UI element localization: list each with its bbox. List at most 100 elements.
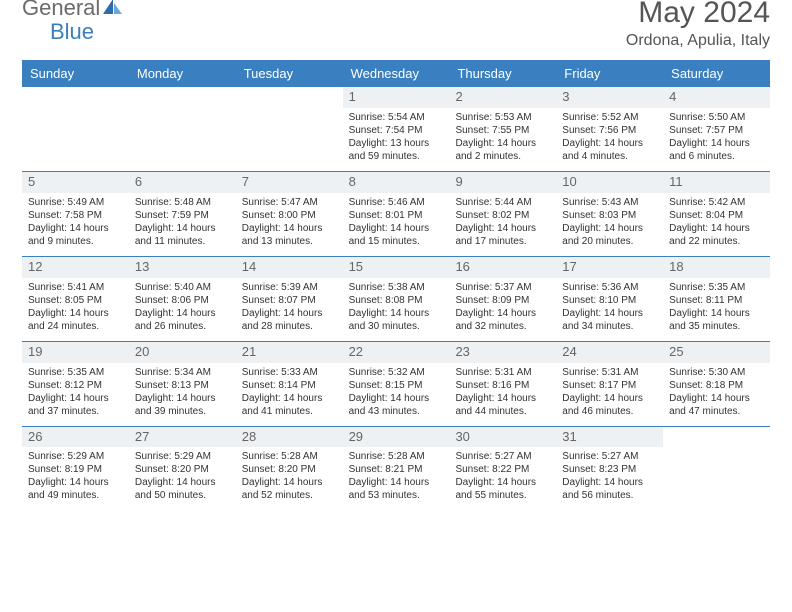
day-number: 8 xyxy=(343,172,450,193)
sunset-text: Sunset: 8:22 PM xyxy=(455,463,550,476)
day-number: 30 xyxy=(449,427,556,448)
sunrise-text: Sunrise: 5:43 AM xyxy=(562,196,657,209)
sunset-text: Sunset: 7:55 PM xyxy=(455,124,550,137)
day-cell: 19Sunrise: 5:35 AMSunset: 8:12 PMDayligh… xyxy=(22,342,129,426)
day-number: 22 xyxy=(343,342,450,363)
sunrise-text: Sunrise: 5:47 AM xyxy=(242,196,337,209)
sunset-text: Sunset: 8:07 PM xyxy=(242,294,337,307)
day-cell xyxy=(236,87,343,171)
sunset-text: Sunset: 8:06 PM xyxy=(135,294,230,307)
day-number: 14 xyxy=(236,257,343,278)
daylight-text: Daylight: 14 hours and 52 minutes. xyxy=(242,476,337,502)
daylight-text: Daylight: 13 hours and 59 minutes. xyxy=(349,137,444,163)
day-cell: 9Sunrise: 5:44 AMSunset: 8:02 PMDaylight… xyxy=(449,172,556,256)
day-number: 27 xyxy=(129,427,236,448)
sunset-text: Sunset: 8:21 PM xyxy=(349,463,444,476)
sunset-text: Sunset: 8:02 PM xyxy=(455,209,550,222)
sunrise-text: Sunrise: 5:35 AM xyxy=(669,281,764,294)
daylight-text: Daylight: 14 hours and 46 minutes. xyxy=(562,392,657,418)
sunset-text: Sunset: 7:57 PM xyxy=(669,124,764,137)
sunset-text: Sunset: 8:05 PM xyxy=(28,294,123,307)
day-number: 2 xyxy=(449,87,556,108)
day-number: 21 xyxy=(236,342,343,363)
day-cell: 1Sunrise: 5:54 AMSunset: 7:54 PMDaylight… xyxy=(343,87,450,171)
day-number: 10 xyxy=(556,172,663,193)
day-number: 23 xyxy=(449,342,556,363)
sunrise-text: Sunrise: 5:36 AM xyxy=(562,281,657,294)
sunrise-text: Sunrise: 5:46 AM xyxy=(349,196,444,209)
day-cell: 23 Sunrise: 5:31 AMSunset: 8:16 PMDayligh… xyxy=(449,342,556,426)
page-title: May 2024 xyxy=(626,0,770,30)
week-row: 5Sunrise: 5:49 AMSunset: 7:58 PMDaylight… xyxy=(22,171,770,256)
location-subtitle: Ordona, Apulia, Italy xyxy=(626,32,770,50)
daylight-text: Daylight: 14 hours and 43 minutes. xyxy=(349,392,444,418)
day-number: 20 xyxy=(129,342,236,363)
daylight-text: Daylight: 14 hours and 2 minutes. xyxy=(455,137,550,163)
day-number: 28 xyxy=(236,427,343,448)
sunset-text: Sunset: 8:03 PM xyxy=(562,209,657,222)
day-cell xyxy=(129,87,236,171)
day-number: 3 xyxy=(556,87,663,108)
day-cell: 2Sunrise: 5:53 AMSunset: 7:55 PMDaylight… xyxy=(449,87,556,171)
sunset-text: Sunset: 8:16 PM xyxy=(455,379,550,392)
day-number: 12 xyxy=(22,257,129,278)
weekday-header: Wednesday xyxy=(343,60,450,87)
day-number: 26 xyxy=(22,427,129,448)
day-cell: 25Sunrise: 5:30 AMSunset: 8:18 PMDayligh… xyxy=(663,342,770,426)
sunrise-text: Sunrise: 5:42 AM xyxy=(669,196,764,209)
sunset-text: Sunset: 7:54 PM xyxy=(349,124,444,137)
day-cell: 11Sunrise: 5:42 AMSunset: 8:04 PMDayligh… xyxy=(663,172,770,256)
day-number: 25 xyxy=(663,342,770,363)
sunrise-text: Sunrise: 5:27 AM xyxy=(562,450,657,463)
sunset-text: Sunset: 8:17 PM xyxy=(562,379,657,392)
weekday-header: Sunday xyxy=(22,60,129,87)
day-cell: 28Sunrise: 5:28 AMSunset: 8:20 PMDayligh… xyxy=(236,427,343,511)
sunset-text: Sunset: 8:15 PM xyxy=(349,379,444,392)
daylight-text: Daylight: 14 hours and 50 minutes. xyxy=(135,476,230,502)
sunrise-text: Sunrise: 5:27 AM xyxy=(455,450,550,463)
sunrise-text: Sunrise: 5:31 AM xyxy=(455,366,550,379)
weekday-header: Monday xyxy=(129,60,236,87)
page-header: General Blue May 2024 Ordona, Apulia, It… xyxy=(22,0,770,50)
day-cell: 18Sunrise: 5:35 AMSunset: 8:11 PMDayligh… xyxy=(663,257,770,341)
daylight-text: Daylight: 14 hours and 32 minutes. xyxy=(455,307,550,333)
daylight-text: Daylight: 14 hours and 15 minutes. xyxy=(349,222,444,248)
week-row: 19Sunrise: 5:35 AMSunset: 8:12 PMDayligh… xyxy=(22,341,770,426)
week-row: 1Sunrise: 5:54 AMSunset: 7:54 PMDaylight… xyxy=(22,87,770,171)
weekday-header: Thursday xyxy=(449,60,556,87)
week-row: 26Sunrise: 5:29 AMSunset: 8:19 PMDayligh… xyxy=(22,426,770,511)
daylight-text: Daylight: 14 hours and 26 minutes. xyxy=(135,307,230,333)
day-cell: 29Sunrise: 5:28 AMSunset: 8:21 PMDayligh… xyxy=(343,427,450,511)
day-number: 16 xyxy=(449,257,556,278)
day-cell: 21Sunrise: 5:33 AMSunset: 8:14 PMDayligh… xyxy=(236,342,343,426)
day-number: 7 xyxy=(236,172,343,193)
day-number: 15 xyxy=(343,257,450,278)
sunrise-text: Sunrise: 5:48 AM xyxy=(135,196,230,209)
daylight-text: Daylight: 14 hours and 37 minutes. xyxy=(28,392,123,418)
day-cell: 10 Sunrise: 5:43 AMSunset: 8:03 PMDayligh… xyxy=(556,172,663,256)
sunrise-text: Sunrise: 5:50 AM xyxy=(669,111,764,124)
sunset-text: Sunset: 8:10 PM xyxy=(562,294,657,307)
sunrise-text: Sunrise: 5:30 AM xyxy=(669,366,764,379)
sunset-text: Sunset: 8:19 PM xyxy=(28,463,123,476)
day-number: 17 xyxy=(556,257,663,278)
title-area: May 2024 Ordona, Apulia, Italy xyxy=(626,0,770,50)
sunrise-text: Sunrise: 5:37 AM xyxy=(455,281,550,294)
daylight-text: Daylight: 14 hours and 56 minutes. xyxy=(562,476,657,502)
daylight-text: Daylight: 14 hours and 44 minutes. xyxy=(455,392,550,418)
sunset-text: Sunset: 8:01 PM xyxy=(349,209,444,222)
day-number: 1 xyxy=(343,87,450,108)
calendar-grid: 1Sunrise: 5:54 AMSunset: 7:54 PMDaylight… xyxy=(22,87,770,510)
day-cell: 15Sunrise: 5:38 AMSunset: 8:08 PMDayligh… xyxy=(343,257,450,341)
sunset-text: Sunset: 7:56 PM xyxy=(562,124,657,137)
sunset-text: Sunset: 7:59 PM xyxy=(135,209,230,222)
daylight-text: Daylight: 14 hours and 53 minutes. xyxy=(349,476,444,502)
sunset-text: Sunset: 8:08 PM xyxy=(349,294,444,307)
sunset-text: Sunset: 7:58 PM xyxy=(28,209,123,222)
daylight-text: Daylight: 14 hours and 30 minutes. xyxy=(349,307,444,333)
sunrise-text: Sunrise: 5:40 AM xyxy=(135,281,230,294)
daylight-text: Daylight: 14 hours and 20 minutes. xyxy=(562,222,657,248)
brand-logo: General Blue xyxy=(22,0,124,44)
daylight-text: Daylight: 14 hours and 55 minutes. xyxy=(455,476,550,502)
day-cell: 4Sunrise: 5:50 AMSunset: 7:57 PMDaylight… xyxy=(663,87,770,171)
